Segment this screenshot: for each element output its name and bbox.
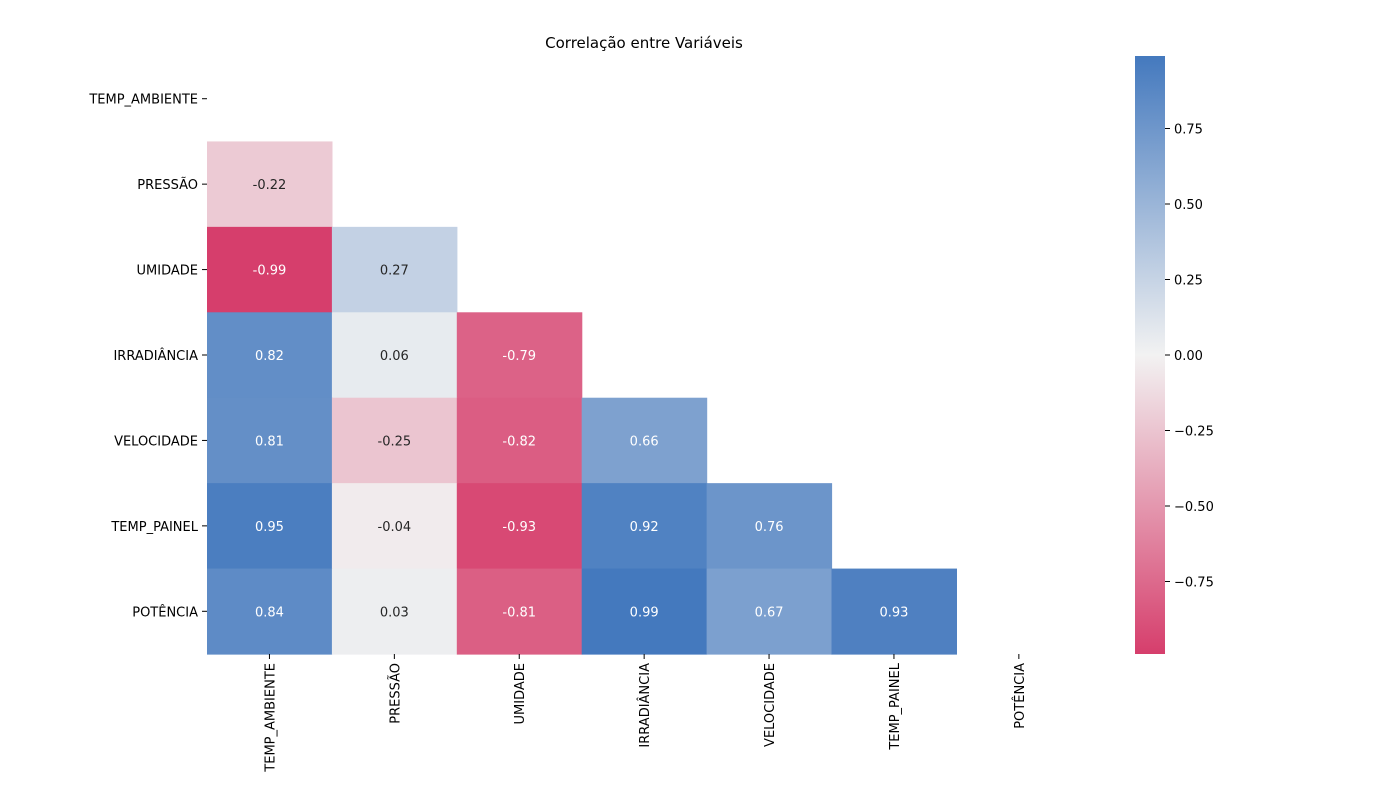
column-label: IRRADIÂNCIA (637, 663, 653, 748)
colorbar-tick-label: 0.25 (1174, 273, 1203, 288)
heatmap-cell-6-1 (331, 568, 458, 655)
heatmap-cell-2-1 (331, 226, 458, 313)
cell-value-label: 0.66 (630, 434, 659, 449)
cell-value-label: -0.04 (378, 520, 412, 535)
column-label: VELOCIDADE (763, 663, 778, 747)
colorbar-tick-label: −0.75 (1174, 576, 1214, 591)
heatmap-cell-6-3 (581, 568, 708, 655)
cell-value-label: -0.93 (502, 520, 536, 535)
heatmap-cell-5-1 (331, 483, 458, 570)
row-label: TEMP_AMBIENTE (88, 93, 198, 108)
cell-value-label: 0.06 (380, 349, 409, 364)
cell-value-label: 0.03 (380, 605, 409, 620)
heatmap-cell-6-2 (456, 568, 583, 655)
cell-value-label: -0.79 (502, 349, 536, 364)
row-label: POTÊNCIA (132, 604, 198, 620)
row-label: PRESSÃO (137, 177, 198, 193)
cell-value-label: -0.25 (378, 434, 412, 449)
colorbar-tick-label: −0.50 (1174, 500, 1214, 515)
column-label: TEMP_AMBIENTE (263, 663, 278, 773)
cell-value-label: 0.82 (255, 349, 284, 364)
heatmap-cell-5-2 (456, 483, 583, 570)
heatmap-cell-4-1 (331, 397, 458, 484)
heatmap-cell-3-0 (207, 312, 333, 399)
column-label: TEMP_PAINEL (888, 662, 903, 750)
column-label: POTÊNCIA (1012, 663, 1028, 729)
row-label: VELOCIDADE (114, 434, 198, 449)
row-labels: TEMP_AMBIENTE PRESSÃO UMIDADE IRRADIÂNCIA VE… (88, 93, 207, 620)
column-labels: TEMP_AMBIENTE PRESSÃO UMIDADE IRRADIÂNCIA VE… (263, 654, 1028, 773)
heatmap-cell-3-2 (456, 312, 583, 399)
cell-value-label: 0.76 (755, 520, 784, 535)
cell-value-label: 0.99 (630, 605, 659, 620)
heatmap-cell-4-0 (207, 397, 333, 484)
cell-value-label: -0.22 (253, 178, 287, 193)
heatmap-cell-3-1 (331, 312, 458, 399)
chart-title: Correlação entre Variáveis (545, 34, 743, 52)
column-label: UMIDADE (513, 663, 528, 724)
colorbar-tick-label: 0.75 (1174, 122, 1203, 137)
heatmap-cells: -0.22 -0.99 0.27 0.82 0.06 -0.79 0.81 -0.25 -0.8… (207, 141, 957, 655)
row-label: IRRADIÂNCIA (113, 348, 198, 364)
heatmap-cell-4-3 (581, 397, 708, 484)
row-label: TEMP_PAINEL (110, 520, 198, 535)
heatmap-cell-5-3 (581, 483, 708, 570)
cell-value-label: 0.67 (755, 605, 784, 620)
colorbar-gradient (1135, 56, 1165, 654)
heatmap-cell-6-4 (706, 568, 833, 655)
cell-value-label: 0.93 (879, 605, 908, 620)
colorbar-tick-label: −0.25 (1174, 425, 1214, 440)
cell-value-label: 0.27 (380, 264, 409, 279)
cell-value-label: 0.84 (255, 605, 284, 620)
heatmap-cell-6-0 (207, 568, 333, 655)
cell-value-label: -0.82 (502, 434, 536, 449)
cell-value-label: -0.81 (502, 605, 536, 620)
cell-value-label: 0.81 (255, 434, 284, 449)
column-label: PRESSÃO (387, 663, 403, 724)
cell-value-label: 0.92 (630, 520, 659, 535)
cell-value-label: 0.95 (255, 520, 284, 535)
colorbar-tick-label: 0.50 (1174, 198, 1203, 213)
heatmap-cell-5-0 (207, 483, 333, 570)
heatmap-cell-5-4 (706, 483, 833, 570)
cell-value-label: -0.99 (253, 264, 287, 279)
row-label: UMIDADE (137, 264, 198, 279)
heatmap-cell-1-0 (207, 141, 333, 228)
heatmap-cell-6-5 (831, 568, 957, 655)
heatmap-cell-4-2 (456, 397, 583, 484)
colorbar: 0.75 0.50 0.25 0.00 −0.25 −0.50 −0.75 (1135, 56, 1214, 654)
colorbar-tick-label: 0.00 (1174, 349, 1203, 364)
heatmap-cell-2-0 (207, 226, 333, 313)
